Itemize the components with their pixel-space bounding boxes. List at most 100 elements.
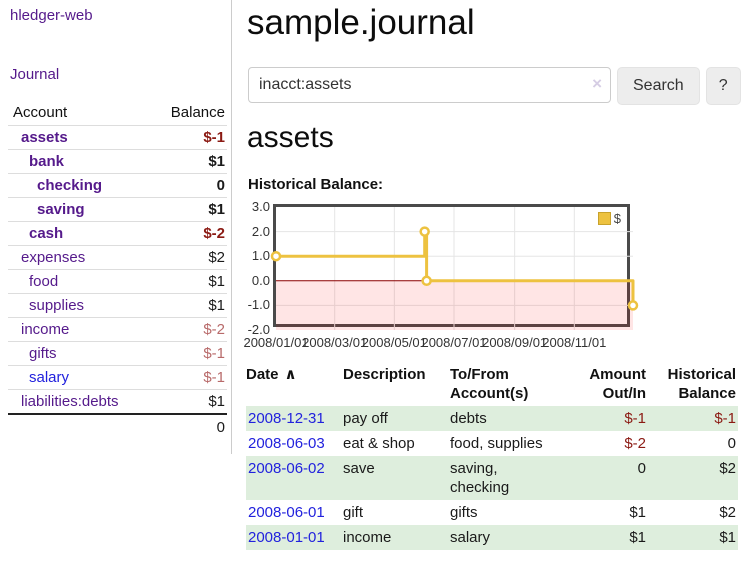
help-button[interactable]: ? (705, 67, 741, 105)
transaction-accounts: gifts (450, 504, 478, 521)
account-row: expenses $2 (8, 245, 227, 270)
accounts-header-balance: Balance (170, 104, 225, 121)
x-axis-tick-label: 2008/03/01 (302, 335, 368, 350)
search-button[interactable]: Search (617, 67, 700, 105)
account-row: bank $1 (8, 149, 227, 174)
account-row: income $-2 (8, 317, 227, 342)
transaction-amount: 0 (637, 460, 646, 477)
accounts-table: Account Balance assets $-1 bank $1 checking 0… (8, 100, 227, 440)
accounts-total-value: 0 (216, 419, 225, 436)
y-axis-tick-label: 2.0 (251, 223, 270, 239)
legend-swatch-icon (597, 212, 611, 225)
sidebar-account-link[interactable]: saving (37, 201, 85, 218)
sidebar-account-link[interactable]: supplies (29, 297, 85, 314)
transaction-date-link[interactable]: 2008-06-01 (248, 504, 325, 521)
account-balance: $-1 (203, 129, 225, 146)
account-row: food $1 (8, 269, 227, 294)
transaction-description: save (343, 460, 375, 477)
search-form: × Search ? (248, 67, 741, 105)
sidebar-account-link[interactable]: salary (29, 369, 70, 386)
transaction-accounts: debts (450, 410, 487, 427)
register-row: 2008-06-01 gift gifts $1 $2 (246, 500, 738, 525)
accounts-header-account: Account (13, 104, 68, 121)
sidebar-account-link[interactable]: food (29, 273, 59, 290)
search-box: × (248, 67, 611, 103)
transaction-date-link[interactable]: 2008-12-31 (248, 410, 325, 427)
account-row: saving $1 (8, 197, 227, 222)
transaction-balance: $2 (719, 460, 736, 477)
account-balance: $2 (208, 249, 225, 266)
account-balance: $1 (208, 297, 225, 314)
chart-series-svg (270, 207, 639, 330)
account-row: checking 0 (8, 173, 227, 198)
x-axis-tick-label: 2008/11/01 (542, 335, 607, 350)
transaction-date-link[interactable]: 2008-01-01 (248, 529, 325, 546)
sidebar-account-link[interactable]: gifts (29, 345, 57, 362)
transaction-description: pay off (343, 410, 388, 427)
transaction-date-link[interactable]: 2008-06-02 (248, 460, 325, 477)
x-axis-tick-label: 2008/05/01 (361, 335, 427, 350)
transaction-amount: $1 (629, 529, 646, 546)
sidebar-account-link[interactable]: assets (21, 129, 68, 146)
sidebar: hledger-web Journal Account Balance asse… (0, 0, 232, 454)
transaction-description: gift (343, 504, 364, 521)
sidebar-account-link[interactable]: checking (37, 177, 103, 194)
register-row: 2008-12-31 pay off debts $-1 $-1 (246, 406, 738, 431)
legend-label: $ (613, 211, 621, 226)
historical-balance-chart: $ 3.0 2.0 1.0 0.0 -1.0 -2.0 2008/01/01 2008/03/… (236, 196, 716, 356)
sidebar-account-link[interactable]: expenses (21, 249, 86, 266)
register-header-date[interactable]: Date ∧ (246, 366, 297, 383)
account-row: supplies $1 (8, 293, 227, 318)
register-header-balance: Historical Balance (667, 366, 736, 402)
transaction-description: eat & shop (343, 435, 415, 452)
account-balance: $-1 (203, 369, 225, 386)
search-input[interactable] (248, 67, 611, 103)
transaction-balance: $-1 (714, 410, 736, 427)
register-row: 2008-06-03 eat & shop food, supplies $-2 0 (246, 431, 738, 456)
sidebar-account-link[interactable]: bank (29, 153, 65, 170)
clear-search-icon[interactable]: × (592, 74, 602, 93)
register-header-accounts: To/From Account(s) (450, 366, 529, 402)
chart-plot-area[interactable]: $ (270, 204, 639, 330)
register-header-description: Description (343, 366, 426, 383)
account-row: assets $-1 (8, 125, 227, 150)
account-balance: $1 (208, 201, 225, 218)
sidebar-account-link[interactable]: cash (29, 225, 64, 242)
account-balance: $-2 (203, 321, 225, 338)
accounts-total-row: 0 (8, 414, 227, 440)
account-balance: $1 (208, 273, 225, 290)
transaction-date-link[interactable]: 2008-06-03 (248, 435, 325, 452)
account-row: cash $-2 (8, 221, 227, 246)
transaction-amount: $-1 (624, 410, 646, 427)
account-heading: assets (247, 121, 334, 154)
x-axis-tick-label: 2008/01/01 (243, 335, 309, 350)
brand-link[interactable]: hledger-web (10, 7, 93, 24)
y-axis-tick-label: 3.0 (251, 199, 270, 214)
account-row: salary $-1 (8, 365, 227, 390)
x-axis-tick-label: 2008/09/01 (482, 335, 548, 350)
y-axis-tick-label: -2.0 (247, 322, 270, 337)
account-row: liabilities:debts $1 (8, 389, 227, 415)
sidebar-account-link[interactable]: income (21, 321, 70, 338)
account-balance: 0 (216, 177, 225, 194)
sidebar-account-link[interactable]: liabilities:debts (21, 393, 119, 410)
sidebar-item-journal[interactable]: Journal (10, 66, 60, 83)
chart-legend: $ (597, 211, 621, 226)
account-row: gifts $-1 (8, 341, 227, 366)
register-row: 2008-01-01 income salary $1 $1 (246, 525, 738, 550)
transaction-amount: $-2 (624, 435, 646, 452)
register-header-amount: Amount Out/In (589, 366, 646, 402)
transaction-accounts: food, supplies (450, 435, 543, 452)
page-title: sample.journal (247, 3, 475, 42)
sort-ascending-icon: ∧ (284, 366, 297, 383)
y-axis-tick-label: 0.0 (251, 272, 270, 288)
transaction-amount: $1 (629, 504, 646, 521)
register-table: Date ∧ Description To/From Account(s) Amo… (246, 362, 738, 550)
transaction-accounts: saving, checking (450, 460, 510, 496)
x-axis-tick-label: 2008/07/01 (421, 335, 487, 350)
register-row: 2008-06-02 save saving, checking 0 $2 (246, 456, 738, 500)
transaction-accounts: salary (450, 529, 491, 546)
transaction-balance: $1 (719, 529, 736, 546)
account-balance: $1 (208, 393, 225, 410)
